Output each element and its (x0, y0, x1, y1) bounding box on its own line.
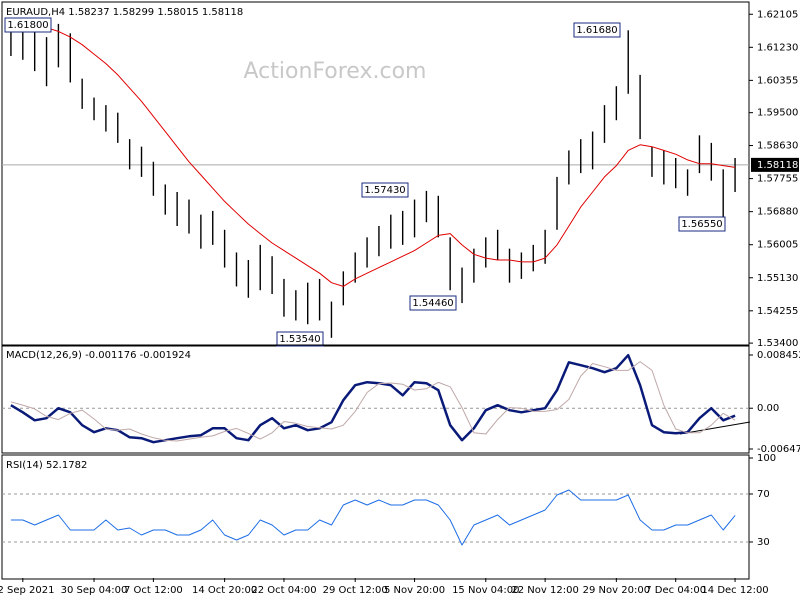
panel-title: MACD(12,26,9) -0.001176 -0.001924 (6, 350, 191, 361)
panel-frame (1, 1, 750, 347)
y-tick-label: 1.56880 (757, 207, 798, 218)
y-tick-label: 0.00 (757, 403, 779, 414)
annotation-box (361, 182, 409, 198)
indicator-line (10, 353, 736, 444)
panel-frame (1, 344, 750, 454)
annotation: 1.61680 (576, 25, 617, 36)
y-tick-label: 1.62105 (757, 9, 798, 20)
y-tick-label: 30 (757, 537, 770, 548)
indicator-line (10, 17, 736, 287)
x-tick-label: 22 Nov 12:00 (511, 585, 578, 596)
x-tick-label: 29 Oct 12:00 (323, 585, 388, 596)
annotation-box (678, 216, 726, 232)
y-tick-label: 1.58630 (757, 141, 798, 152)
x-tick-label: 14 Dec 12:00 (701, 585, 768, 596)
panel-title: RSI(14) 52.1782 (6, 460, 87, 471)
y-tick-label: 100 (757, 453, 776, 464)
y-tick-label: 1.55130 (757, 273, 798, 284)
indicator-line (10, 489, 736, 546)
panel-title: EURAUD,H4 1.58237 1.58299 1.58015 1.5811… (6, 7, 243, 18)
y-tick-label: 0.008452 (757, 350, 800, 361)
current-price-box (751, 157, 799, 172)
x-tick-label: 14 Oct 20:00 (192, 585, 257, 596)
x-tick-label: 15 Nov 04:00 (452, 585, 519, 596)
indicator-line (10, 361, 736, 442)
trend-line (679, 421, 751, 435)
y-tick-label: 1.56005 (757, 240, 798, 251)
annotation: 1.56550 (681, 219, 722, 230)
annotation-box (409, 295, 457, 311)
y-tick-label: -0.006475 (757, 444, 800, 455)
y-tick-label: 1.53400 (757, 338, 798, 349)
x-tick-label: 22 Sep 2021 (0, 585, 55, 596)
x-tick-label: 22 Oct 04:00 (251, 585, 316, 596)
current-price-label: 1.58118 (757, 160, 798, 171)
annotation: 1.54460 (412, 298, 453, 309)
annotation: 1.57430 (364, 185, 405, 196)
panel-frame (1, 454, 750, 580)
annotation: 1.61800 (7, 20, 48, 31)
annotation: 1.53540 (279, 334, 320, 345)
x-tick-label: 30 Sep 04:00 (61, 585, 128, 596)
y-tick-label: 1.57755 (757, 174, 798, 185)
y-tick-label: 1.59500 (757, 108, 798, 119)
x-tick-label: 29 Nov 20:00 (583, 585, 650, 596)
annotation-box (573, 22, 621, 38)
y-tick-label: 1.54255 (757, 306, 798, 317)
y-tick-label: 1.60355 (757, 75, 798, 86)
y-tick-label: 1.61230 (757, 42, 798, 53)
y-tick-label: 70 (757, 489, 770, 500)
annotation-box (4, 17, 52, 33)
x-tick-label: 7 Dec 04:00 (645, 585, 706, 596)
x-tick-label: 7 Oct 12:00 (124, 585, 183, 596)
annotation-box (276, 331, 324, 347)
x-tick-label: 5 Nov 20:00 (384, 585, 445, 596)
watermark: ActionForex.com (244, 59, 427, 84)
